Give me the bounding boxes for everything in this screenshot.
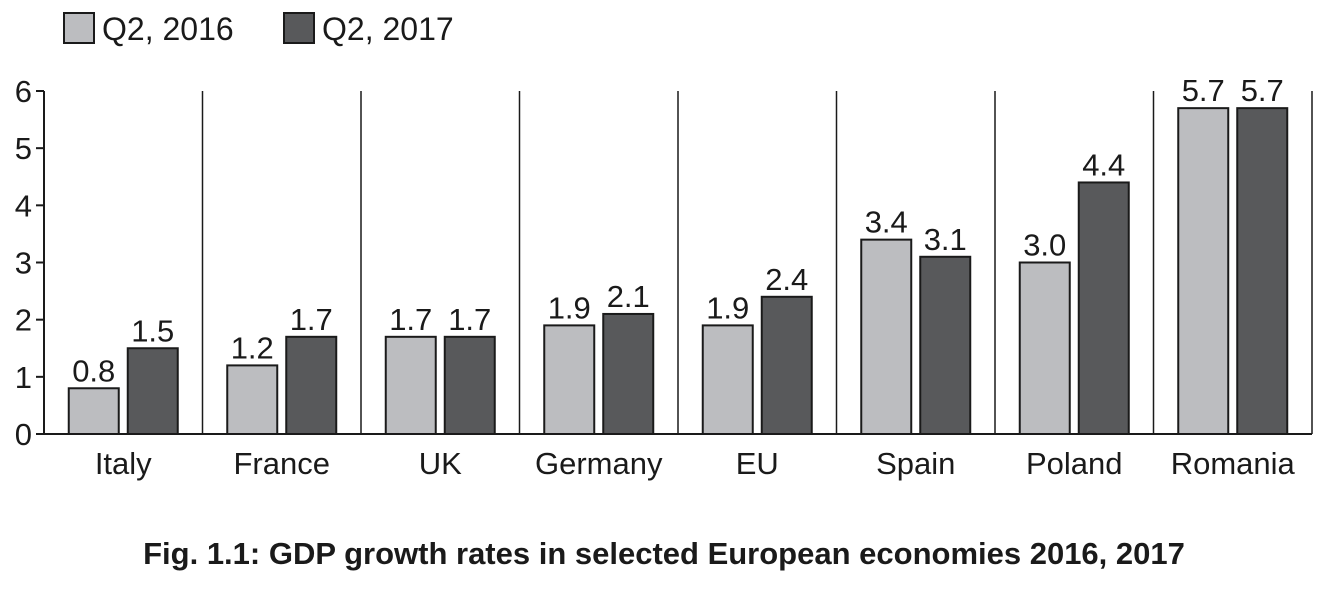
- bar-value-label: 2.1: [607, 279, 650, 314]
- x-tick-label: EU: [736, 446, 779, 481]
- bar: [67, 387, 120, 435]
- bar-value-label: 3.4: [865, 205, 908, 240]
- bar-value-label: 1.7: [448, 302, 491, 337]
- y-tick-label: 5: [15, 131, 32, 166]
- bar-value-label: 1.5: [131, 313, 174, 348]
- bar: [760, 295, 813, 435]
- y-tick-label: 3: [15, 246, 32, 281]
- x-tick-label: Germany: [535, 446, 663, 481]
- bar-value-label: 2.4: [765, 262, 808, 297]
- bar: [602, 312, 655, 436]
- bar: [701, 324, 754, 435]
- bar: [1077, 181, 1130, 435]
- bar: [1177, 107, 1230, 436]
- bar-value-label: 3.1: [924, 222, 967, 257]
- x-tick-label: France: [234, 446, 330, 481]
- bar-value-label: 3.0: [1023, 228, 1066, 263]
- bar-value-label: 5.7: [1241, 73, 1284, 108]
- bar: [226, 364, 279, 435]
- y-tick-label: 2: [15, 303, 32, 338]
- x-tick-label: Poland: [1026, 446, 1123, 481]
- bar: [919, 255, 972, 435]
- x-tick-label: UK: [419, 446, 462, 481]
- bar-value-label: 5.7: [1182, 73, 1225, 108]
- legend-label: Q2, 2017: [322, 11, 454, 47]
- bar: [384, 335, 437, 436]
- x-tick-label: Italy: [95, 446, 152, 481]
- bar: [860, 238, 913, 435]
- legend-swatch: [63, 12, 95, 44]
- bar-value-label: 1.2: [231, 330, 274, 365]
- figure-caption: Fig. 1.1: GDP growth rates in selected E…: [143, 536, 1185, 571]
- legend-label: Q2, 2016: [102, 11, 234, 47]
- y-tick-label: 6: [15, 74, 32, 109]
- bar-value-label: 1.7: [290, 302, 333, 337]
- x-tick-label: Spain: [876, 446, 955, 481]
- bar-chart: Q2, 2016 Q2, 2017 0 1 2 3 4 5 6 0.8 1.5 Italy 1.2 1.7…: [15, 11, 1313, 481]
- y-tick-label: 4: [15, 188, 32, 223]
- bar-value-label: 1.7: [389, 302, 432, 337]
- bar-value-label: 4.4: [1082, 147, 1125, 182]
- bar: [443, 335, 496, 436]
- y-tick-label: 0: [15, 417, 32, 452]
- x-tick-label: Romania: [1171, 446, 1296, 481]
- bar: [1236, 107, 1289, 436]
- bar-value-label: 1.9: [548, 290, 591, 325]
- bar: [1018, 261, 1071, 435]
- bar: [126, 347, 179, 435]
- legend-swatch: [283, 12, 315, 44]
- bar: [285, 335, 338, 436]
- bar-value-label: 1.9: [706, 290, 749, 325]
- bar-value-label: 0.8: [72, 353, 115, 388]
- bar: [543, 324, 596, 435]
- y-tick-label: 1: [15, 360, 32, 395]
